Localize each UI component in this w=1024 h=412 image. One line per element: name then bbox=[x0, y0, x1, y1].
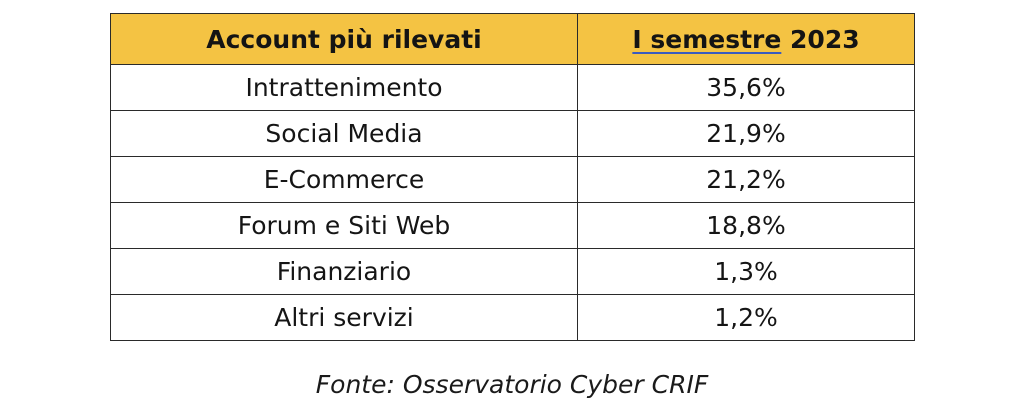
header-period: I semestre 2023 bbox=[577, 13, 915, 65]
row-value: 18,8% bbox=[577, 202, 915, 249]
table-row: Intrattenimento 35,6% bbox=[110, 64, 915, 111]
table-row: Altri servizi 1,2% bbox=[110, 294, 915, 341]
row-value: 1,2% bbox=[577, 294, 915, 341]
row-account: E-Commerce bbox=[110, 156, 578, 203]
row-account: Intrattenimento bbox=[110, 64, 578, 111]
row-value: 35,6% bbox=[577, 64, 915, 111]
row-account: Altri servizi bbox=[110, 294, 578, 341]
table-body: Intrattenimento 35,6% Social Media 21,9%… bbox=[110, 64, 915, 341]
source-caption: Fonte: Osservatorio Cyber CRIF bbox=[315, 370, 709, 399]
row-value: 21,9% bbox=[577, 110, 915, 157]
row-account: Forum e Siti Web bbox=[110, 202, 578, 249]
header-row: Account più rilevati I semestre 2023 bbox=[110, 13, 915, 65]
row-value: 21,2% bbox=[577, 156, 915, 203]
row-account: Finanziario bbox=[110, 248, 578, 295]
header-period-underlined: I semestre bbox=[632, 24, 782, 54]
table-row: E-Commerce 21,2% bbox=[110, 156, 915, 203]
data-table: Account più rilevati I semestre 2023 Int… bbox=[110, 13, 915, 341]
table-container: Account più rilevati I semestre 2023 Int… bbox=[110, 13, 915, 341]
header-period-year: 2023 bbox=[781, 24, 860, 54]
table-row: Finanziario 1,3% bbox=[110, 248, 915, 295]
table-row: Forum e Siti Web 18,8% bbox=[110, 202, 915, 249]
table-header: Account più rilevati I semestre 2023 bbox=[110, 13, 915, 65]
row-value: 1,3% bbox=[577, 248, 915, 295]
row-account: Social Media bbox=[110, 110, 578, 157]
header-account: Account più rilevati bbox=[110, 13, 578, 65]
table-row: Social Media 21,9% bbox=[110, 110, 915, 157]
